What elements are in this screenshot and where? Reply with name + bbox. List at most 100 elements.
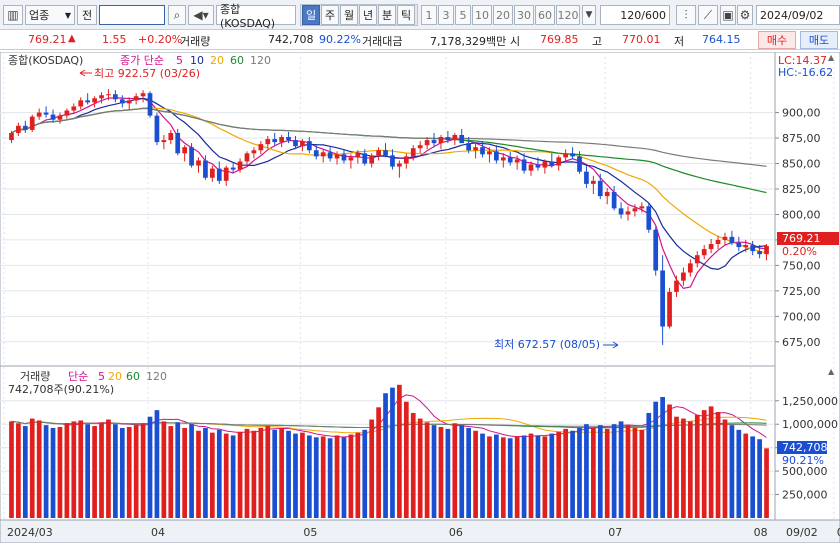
candle-body [729, 236, 735, 243]
save-icon[interactable]: ▣ [720, 5, 736, 25]
candle-body [674, 280, 679, 292]
candle-body [168, 132, 174, 141]
market-select[interactable]: 업종 ▼ [25, 5, 75, 25]
candlestick-chart[interactable]: 900,00875,00850,00825,00800,00775,00750,… [0, 51, 840, 543]
sell-button[interactable]: 매도 [800, 31, 838, 49]
layout-icon[interactable]: ▥ [3, 5, 23, 25]
volume-bar [244, 428, 250, 518]
speaker-icon[interactable]: ◀▾ [188, 5, 214, 25]
candle-body [175, 132, 181, 154]
volume-bar [306, 435, 312, 518]
scroll-up-icon[interactable]: ▲ [828, 367, 835, 376]
amount-value: 7,178,329백만 [430, 35, 507, 48]
volume-bar [182, 427, 188, 518]
buy-button[interactable]: 매수 [758, 31, 796, 49]
period-tick-button[interactable]: 틱 [397, 5, 415, 25]
candle-body [459, 134, 465, 144]
minute-60-button[interactable]: 60 [535, 5, 555, 25]
volume-bar [528, 433, 534, 518]
range-total: /600 [641, 8, 666, 22]
price-info-bar: 769.21 ▲ 1.55 +0.20% 거래량 742,708 90.22% … [0, 30, 840, 50]
period-month-button[interactable]: 월 [340, 5, 358, 25]
minute-5-button[interactable]: 5 [455, 5, 471, 25]
volume-bar [431, 425, 437, 518]
candle-body [611, 192, 617, 209]
period-day-button[interactable]: 일 [302, 5, 320, 25]
volume-bar [237, 431, 243, 518]
volume-bar [29, 418, 35, 518]
candle-body [577, 156, 582, 172]
volume-bars [9, 384, 769, 518]
candle-body [473, 147, 478, 151]
minute-20-button[interactable]: 20 [493, 5, 513, 25]
candle-body [646, 206, 652, 230]
price-tick-label: 900,00 [782, 107, 821, 120]
search-icon[interactable]: ⌕ [168, 5, 186, 25]
candle-body [189, 147, 194, 166]
minute-3-button[interactable]: 3 [438, 5, 454, 25]
candle-body [22, 125, 28, 130]
volume-bar [341, 437, 347, 518]
volume-bar [708, 406, 714, 518]
volume-bar [556, 431, 562, 518]
volume-label: 거래량 [180, 35, 211, 48]
period-year-button[interactable]: 년 [359, 5, 377, 25]
volume-bar [376, 407, 381, 518]
current-price-marker-pct: 0.20% [782, 245, 817, 258]
volume-bar [646, 412, 652, 518]
volume-bar [611, 424, 617, 518]
candle-body [521, 159, 527, 171]
volume-bar [625, 425, 631, 518]
type-button[interactable]: 전 [77, 5, 97, 25]
volume-bar [300, 432, 305, 518]
ma60-label: 60 [230, 54, 244, 67]
chevron-down-icon[interactable]: ▼ [582, 5, 596, 25]
volume-bar [473, 430, 478, 518]
ma20-label: 20 [210, 54, 224, 67]
period-minute-button[interactable]: 분 [378, 5, 396, 25]
minute-1-button[interactable]: 1 [421, 5, 437, 25]
volume-bar [334, 435, 340, 518]
trend-tool-icon[interactable]: ⟋ [698, 5, 718, 25]
x-tick-label: 05 [303, 526, 317, 539]
minute-30-button[interactable]: 30 [514, 5, 534, 25]
volume-bar [722, 419, 728, 518]
volume-bar [327, 438, 333, 518]
chevron-down-icon: ▼ [64, 10, 71, 20]
volume-bar [313, 437, 319, 518]
volume-bar [320, 436, 326, 518]
volume-bar [736, 429, 742, 518]
volume-bar [750, 436, 756, 518]
period-week-button[interactable]: 주 [321, 5, 339, 25]
candle-body [209, 168, 215, 178]
candle-body [50, 114, 56, 120]
price-panel-title: 종합(KOSDAQ) [8, 54, 83, 67]
low-value: 764.15 [702, 33, 741, 46]
candle-body [113, 94, 118, 100]
ma120-label: 120 [250, 54, 271, 67]
volume-bar [514, 436, 520, 518]
candle-body [57, 115, 63, 120]
candle-body [85, 100, 91, 103]
minute-10-button[interactable]: 10 [472, 5, 492, 25]
candles [9, 89, 769, 345]
range-input[interactable]: 120/600 [600, 5, 670, 25]
volume-bar [549, 433, 555, 518]
volume-bar [584, 424, 589, 518]
code-input[interactable]: 101 [99, 5, 165, 25]
date-input[interactable]: 2024/09/02 [756, 5, 840, 25]
minute-120-button[interactable]: 120 [556, 5, 580, 25]
volume-panel-title: 거래량 [20, 370, 50, 383]
chart-type-icon[interactable]: ⫶ [676, 5, 696, 25]
gear-icon[interactable]: ⚙ [737, 5, 753, 25]
candle-body [397, 163, 402, 167]
volume-bar [355, 432, 361, 518]
current-price-marker-value: 769.21 [782, 232, 821, 245]
collapse-icon[interactable]: ▲ [828, 53, 835, 62]
candle-body [251, 150, 257, 154]
chart-area[interactable]: 900,00875,00850,00825,00800,00775,00750,… [0, 51, 840, 543]
candle-body [126, 100, 132, 104]
candle-body [272, 139, 278, 143]
candle-body [549, 161, 555, 166]
volume-bar [570, 430, 575, 518]
